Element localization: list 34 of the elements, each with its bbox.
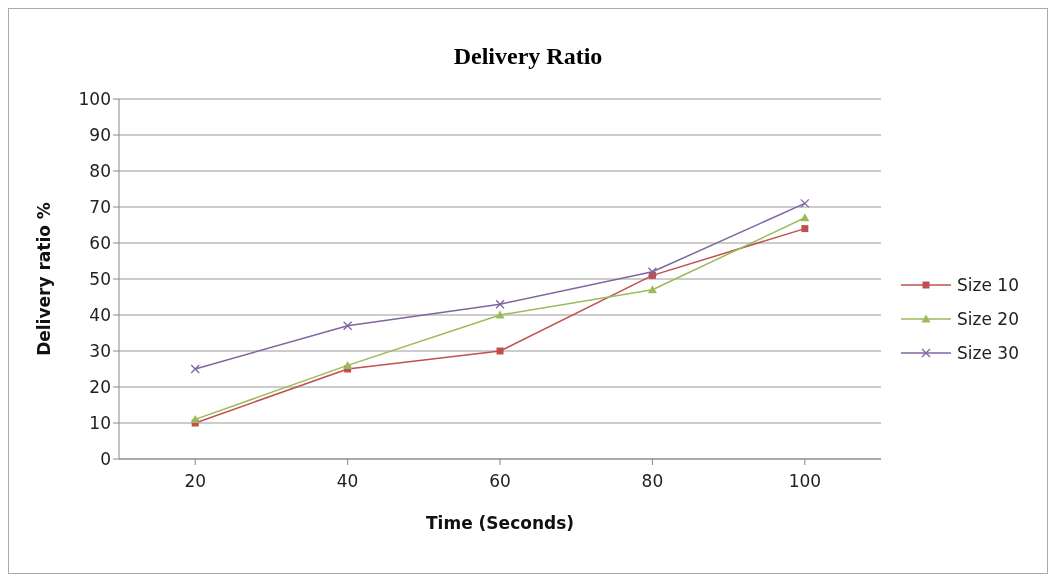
y-tick-label: 70: [89, 197, 111, 218]
point: [190, 364, 200, 374]
point: [495, 299, 505, 309]
y-tick-label: 30: [89, 341, 111, 362]
point: [342, 321, 353, 331]
point: [800, 198, 810, 209]
point: [343, 360, 353, 369]
point: [495, 310, 505, 319]
y-tick-label: 50: [89, 269, 111, 290]
y-tick-label: 20: [89, 377, 111, 398]
y-tick-label: 10: [89, 413, 111, 434]
y-tick-label: 0: [100, 449, 111, 470]
x-tick-label: 20: [184, 471, 207, 492]
y-axis-title: Delivery ratio %: [34, 202, 55, 356]
y-tick-label: 90: [89, 125, 111, 146]
x-axis-title: Time (Seconds): [426, 513, 575, 533]
chart-title: Delivery Ratio: [452, 42, 604, 69]
y-tick-label: 80: [89, 161, 111, 182]
x-tick-label: 60: [489, 471, 511, 492]
x-tick-label: 100: [788, 471, 822, 492]
y-tick-label: 60: [89, 233, 111, 254]
point: [190, 414, 200, 423]
y-tick-label: 40: [89, 305, 111, 326]
point: [496, 347, 504, 355]
y-tick-label: 100: [78, 89, 111, 110]
point: [800, 213, 810, 222]
legend-label: Size 10: [957, 275, 1019, 295]
legend-label: Size 30: [957, 343, 1019, 363]
point: [647, 267, 658, 277]
x-tick-label: 40: [336, 471, 359, 492]
x-tick-label: 80: [641, 471, 664, 492]
legend-label: Size 20: [957, 309, 1019, 329]
point: [801, 225, 809, 233]
point: [647, 285, 657, 294]
